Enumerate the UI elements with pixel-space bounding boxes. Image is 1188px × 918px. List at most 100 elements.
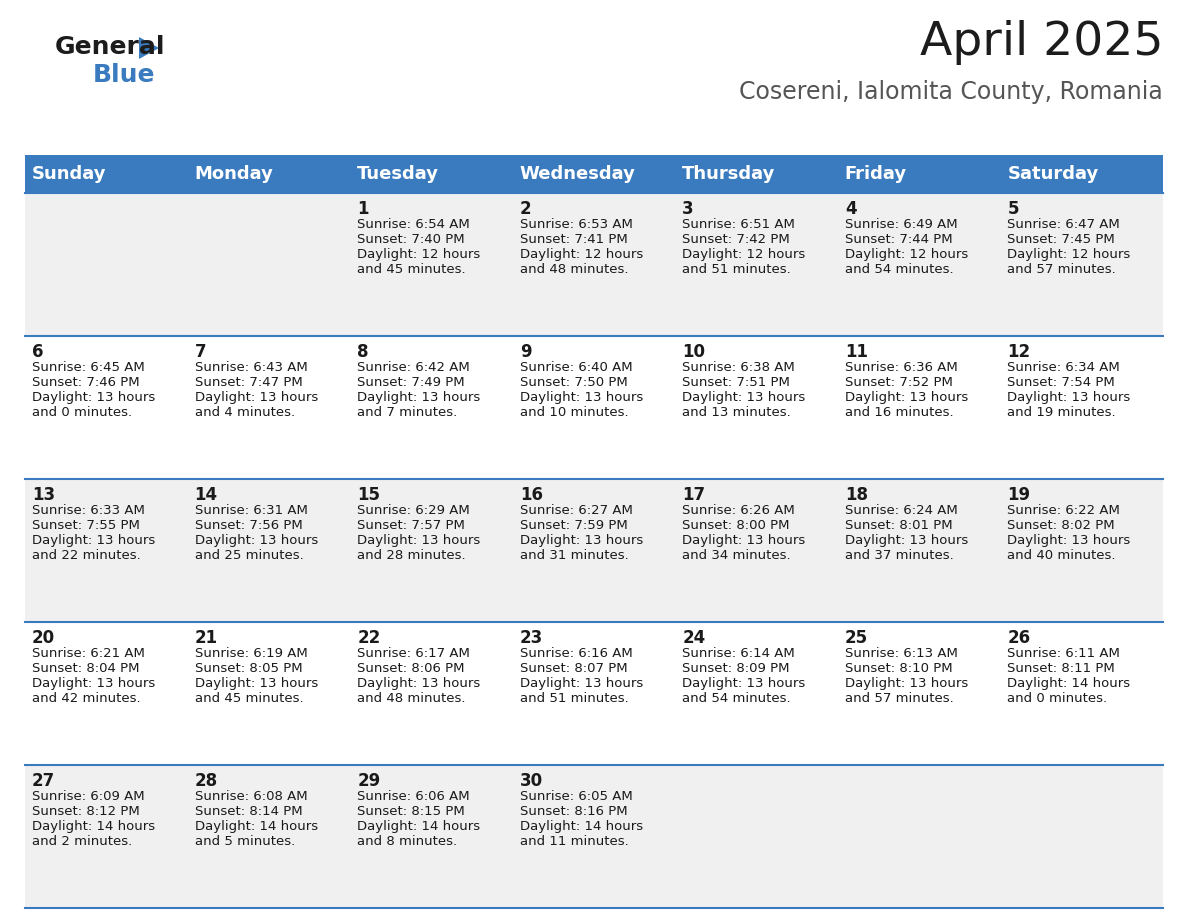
Text: Sunset: 7:42 PM: Sunset: 7:42 PM bbox=[682, 233, 790, 246]
Text: and 40 minutes.: and 40 minutes. bbox=[1007, 549, 1116, 562]
Text: 8: 8 bbox=[358, 343, 368, 361]
Text: and 8 minutes.: and 8 minutes. bbox=[358, 835, 457, 848]
Text: Sunset: 8:10 PM: Sunset: 8:10 PM bbox=[845, 662, 953, 675]
Text: Daylight: 13 hours: Daylight: 13 hours bbox=[519, 534, 643, 547]
Text: Sunset: 8:15 PM: Sunset: 8:15 PM bbox=[358, 805, 465, 818]
Text: Sunrise: 6:42 AM: Sunrise: 6:42 AM bbox=[358, 361, 470, 374]
Text: 2: 2 bbox=[519, 200, 531, 218]
Text: Daylight: 13 hours: Daylight: 13 hours bbox=[195, 391, 318, 404]
Text: and 5 minutes.: and 5 minutes. bbox=[195, 835, 295, 848]
Text: Sunrise: 6:43 AM: Sunrise: 6:43 AM bbox=[195, 361, 308, 374]
Text: and 19 minutes.: and 19 minutes. bbox=[1007, 406, 1116, 419]
Text: Sunrise: 6:36 AM: Sunrise: 6:36 AM bbox=[845, 361, 958, 374]
Text: Sunset: 7:50 PM: Sunset: 7:50 PM bbox=[519, 376, 627, 389]
Text: Daylight: 13 hours: Daylight: 13 hours bbox=[519, 677, 643, 690]
Text: and 22 minutes.: and 22 minutes. bbox=[32, 549, 140, 562]
Text: Wednesday: Wednesday bbox=[519, 165, 636, 183]
Text: Sunrise: 6:34 AM: Sunrise: 6:34 AM bbox=[1007, 361, 1120, 374]
Text: Sunrise: 6:47 AM: Sunrise: 6:47 AM bbox=[1007, 218, 1120, 231]
Text: and 48 minutes.: and 48 minutes. bbox=[519, 263, 628, 276]
Text: Sunset: 7:44 PM: Sunset: 7:44 PM bbox=[845, 233, 953, 246]
Text: Sunrise: 6:09 AM: Sunrise: 6:09 AM bbox=[32, 790, 145, 803]
Text: Sunrise: 6:05 AM: Sunrise: 6:05 AM bbox=[519, 790, 632, 803]
Text: Sunrise: 6:31 AM: Sunrise: 6:31 AM bbox=[195, 504, 308, 517]
Text: 25: 25 bbox=[845, 629, 868, 647]
Text: Sunrise: 6:27 AM: Sunrise: 6:27 AM bbox=[519, 504, 632, 517]
Text: 1: 1 bbox=[358, 200, 368, 218]
Text: and 4 minutes.: and 4 minutes. bbox=[195, 406, 295, 419]
Text: Daylight: 13 hours: Daylight: 13 hours bbox=[358, 391, 480, 404]
Text: Sunset: 8:04 PM: Sunset: 8:04 PM bbox=[32, 662, 139, 675]
Text: 13: 13 bbox=[32, 486, 55, 504]
Text: Sunset: 7:41 PM: Sunset: 7:41 PM bbox=[519, 233, 627, 246]
Text: Daylight: 13 hours: Daylight: 13 hours bbox=[682, 677, 805, 690]
Text: Sunrise: 6:14 AM: Sunrise: 6:14 AM bbox=[682, 647, 795, 660]
Text: 19: 19 bbox=[1007, 486, 1030, 504]
Text: Sunrise: 6:16 AM: Sunrise: 6:16 AM bbox=[519, 647, 632, 660]
Text: and 54 minutes.: and 54 minutes. bbox=[845, 263, 954, 276]
Text: Daylight: 13 hours: Daylight: 13 hours bbox=[845, 391, 968, 404]
Text: and 31 minutes.: and 31 minutes. bbox=[519, 549, 628, 562]
Text: 30: 30 bbox=[519, 772, 543, 790]
Bar bbox=[25, 155, 188, 193]
Text: Daylight: 13 hours: Daylight: 13 hours bbox=[682, 534, 805, 547]
Text: Sunset: 7:47 PM: Sunset: 7:47 PM bbox=[195, 376, 302, 389]
Text: Sunrise: 6:40 AM: Sunrise: 6:40 AM bbox=[519, 361, 632, 374]
Text: Cosereni, Ialomita County, Romania: Cosereni, Ialomita County, Romania bbox=[739, 80, 1163, 104]
Text: Sunset: 8:07 PM: Sunset: 8:07 PM bbox=[519, 662, 627, 675]
Text: 27: 27 bbox=[32, 772, 56, 790]
Text: Daylight: 13 hours: Daylight: 13 hours bbox=[195, 677, 318, 690]
Text: and 7 minutes.: and 7 minutes. bbox=[358, 406, 457, 419]
Text: and 28 minutes.: and 28 minutes. bbox=[358, 549, 466, 562]
Text: Daylight: 12 hours: Daylight: 12 hours bbox=[1007, 248, 1131, 261]
Text: Sunrise: 6:51 AM: Sunrise: 6:51 AM bbox=[682, 218, 795, 231]
Text: Sunrise: 6:49 AM: Sunrise: 6:49 AM bbox=[845, 218, 958, 231]
Text: Daylight: 13 hours: Daylight: 13 hours bbox=[845, 677, 968, 690]
Text: and 45 minutes.: and 45 minutes. bbox=[195, 692, 303, 705]
Text: 24: 24 bbox=[682, 629, 706, 647]
Text: Daylight: 14 hours: Daylight: 14 hours bbox=[358, 820, 480, 833]
Text: General: General bbox=[55, 35, 165, 59]
Text: 10: 10 bbox=[682, 343, 706, 361]
Text: Daylight: 13 hours: Daylight: 13 hours bbox=[1007, 534, 1131, 547]
Text: 11: 11 bbox=[845, 343, 868, 361]
Text: 28: 28 bbox=[195, 772, 217, 790]
Text: Thursday: Thursday bbox=[682, 165, 776, 183]
Text: Daylight: 13 hours: Daylight: 13 hours bbox=[32, 677, 156, 690]
Text: Daylight: 14 hours: Daylight: 14 hours bbox=[32, 820, 156, 833]
Text: Sunset: 7:54 PM: Sunset: 7:54 PM bbox=[1007, 376, 1116, 389]
Text: 29: 29 bbox=[358, 772, 380, 790]
Text: 22: 22 bbox=[358, 629, 380, 647]
Text: Sunrise: 6:45 AM: Sunrise: 6:45 AM bbox=[32, 361, 145, 374]
Text: and 54 minutes.: and 54 minutes. bbox=[682, 692, 791, 705]
Text: Sunset: 8:00 PM: Sunset: 8:00 PM bbox=[682, 519, 790, 532]
Text: and 48 minutes.: and 48 minutes. bbox=[358, 692, 466, 705]
Text: and 16 minutes.: and 16 minutes. bbox=[845, 406, 954, 419]
Text: Sunset: 7:46 PM: Sunset: 7:46 PM bbox=[32, 376, 140, 389]
Text: April 2025: April 2025 bbox=[920, 20, 1163, 65]
Text: 12: 12 bbox=[1007, 343, 1030, 361]
Bar bbox=[1000, 155, 1163, 193]
Bar bbox=[25, 193, 1163, 336]
Bar bbox=[25, 336, 1163, 479]
Text: Sunrise: 6:26 AM: Sunrise: 6:26 AM bbox=[682, 504, 795, 517]
Text: Monday: Monday bbox=[195, 165, 273, 183]
Bar bbox=[675, 155, 838, 193]
Text: Sunset: 8:02 PM: Sunset: 8:02 PM bbox=[1007, 519, 1116, 532]
Text: Sunrise: 6:19 AM: Sunrise: 6:19 AM bbox=[195, 647, 308, 660]
Text: Sunset: 8:05 PM: Sunset: 8:05 PM bbox=[195, 662, 302, 675]
Text: and 51 minutes.: and 51 minutes. bbox=[519, 692, 628, 705]
Text: Daylight: 13 hours: Daylight: 13 hours bbox=[32, 391, 156, 404]
Text: Daylight: 12 hours: Daylight: 12 hours bbox=[358, 248, 480, 261]
Text: 21: 21 bbox=[195, 629, 217, 647]
Text: 23: 23 bbox=[519, 629, 543, 647]
Text: 4: 4 bbox=[845, 200, 857, 218]
Text: Sunset: 7:40 PM: Sunset: 7:40 PM bbox=[358, 233, 465, 246]
Text: 20: 20 bbox=[32, 629, 55, 647]
Text: and 51 minutes.: and 51 minutes. bbox=[682, 263, 791, 276]
Text: Daylight: 13 hours: Daylight: 13 hours bbox=[358, 677, 480, 690]
Text: 14: 14 bbox=[195, 486, 217, 504]
Text: and 0 minutes.: and 0 minutes. bbox=[32, 406, 132, 419]
Text: and 34 minutes.: and 34 minutes. bbox=[682, 549, 791, 562]
Text: 7: 7 bbox=[195, 343, 207, 361]
